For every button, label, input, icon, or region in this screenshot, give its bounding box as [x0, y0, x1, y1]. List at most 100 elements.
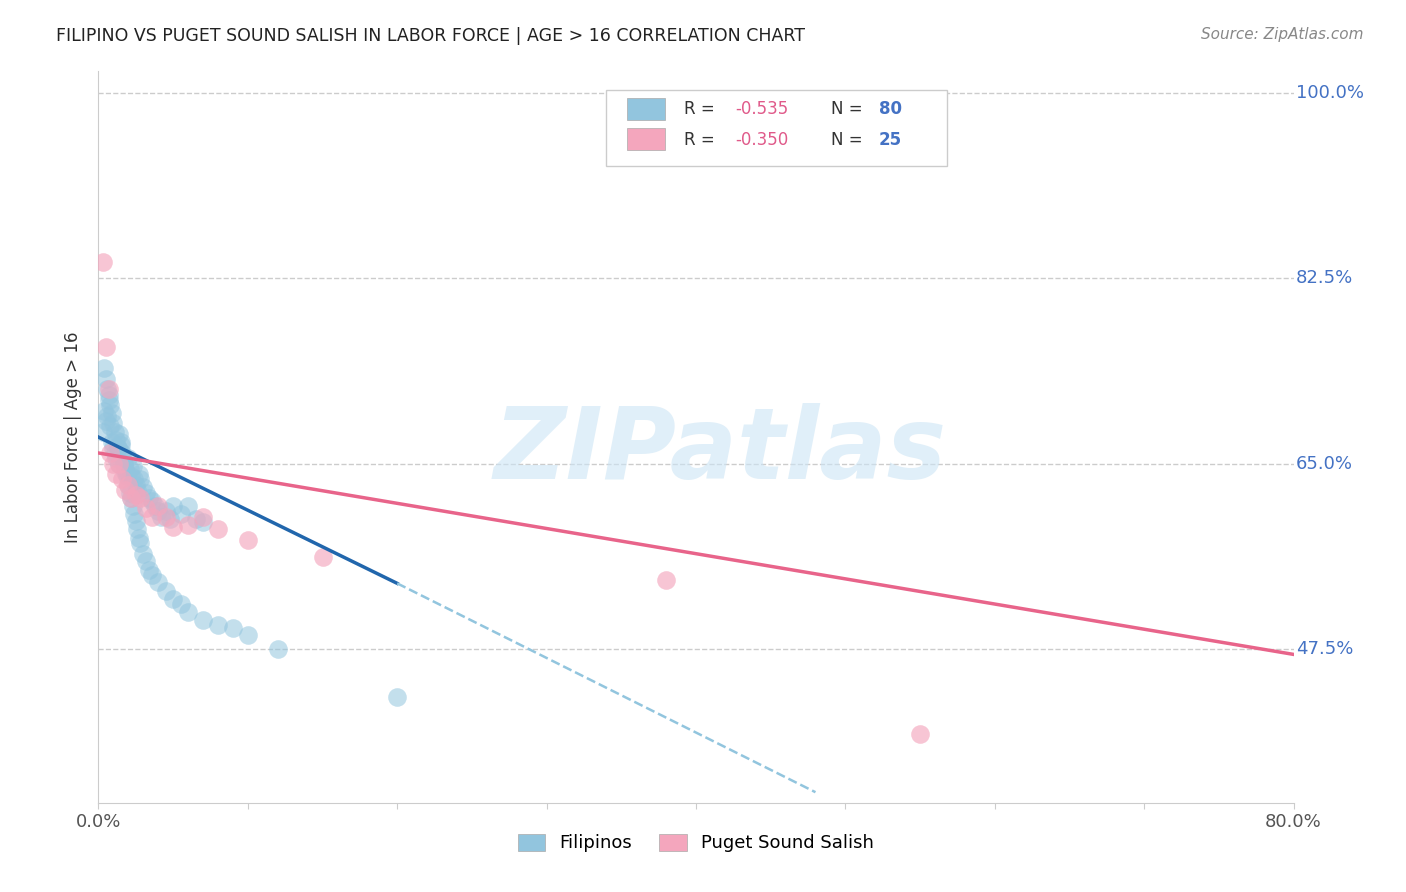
Point — [141, 567, 163, 582]
Point — [143, 499, 166, 513]
Point — [141, 509, 163, 524]
Point — [127, 483, 149, 497]
Point — [117, 477, 139, 491]
Point — [129, 473, 152, 487]
Point — [98, 398, 122, 412]
Point — [91, 425, 114, 439]
Point — [97, 383, 120, 397]
Point — [93, 361, 115, 376]
Point — [111, 446, 134, 460]
Point — [103, 417, 125, 431]
Point — [141, 493, 163, 508]
Text: -0.535: -0.535 — [735, 101, 789, 119]
Point — [135, 554, 157, 568]
Point — [207, 617, 229, 632]
Point — [155, 583, 177, 598]
Point — [96, 409, 118, 423]
Point — [138, 563, 160, 577]
Text: R =: R = — [685, 101, 720, 119]
Point — [655, 573, 678, 587]
Point — [117, 451, 139, 466]
Point — [112, 457, 135, 471]
Point — [135, 486, 157, 500]
Point — [385, 690, 409, 704]
Point — [169, 597, 191, 611]
Point — [129, 536, 152, 550]
Point — [177, 499, 200, 513]
Legend: Filipinos, Puget Sound Salish: Filipinos, Puget Sound Salish — [510, 826, 882, 860]
Point — [148, 499, 170, 513]
Point — [125, 514, 148, 528]
Point — [105, 467, 128, 482]
Point — [236, 533, 259, 547]
Point — [115, 467, 138, 482]
Y-axis label: In Labor Force | Age > 16: In Labor Force | Age > 16 — [63, 331, 82, 543]
Point — [103, 441, 125, 455]
Point — [107, 441, 129, 455]
Point — [91, 255, 114, 269]
Point — [97, 392, 120, 407]
Point — [138, 491, 160, 505]
Text: -0.350: -0.350 — [735, 131, 789, 149]
Point — [108, 457, 131, 471]
Point — [103, 457, 125, 471]
Point — [177, 518, 200, 533]
Point — [101, 435, 124, 450]
Point — [98, 419, 122, 434]
Point — [150, 509, 173, 524]
Point — [108, 426, 131, 441]
Point — [177, 605, 200, 619]
Point — [155, 504, 177, 518]
Point — [121, 499, 143, 513]
Point — [93, 403, 115, 417]
Text: 25: 25 — [879, 131, 901, 149]
Point — [96, 383, 118, 397]
Point — [135, 501, 157, 516]
Point — [118, 486, 141, 500]
Point — [114, 483, 136, 497]
Text: 82.5%: 82.5% — [1296, 269, 1353, 287]
Point — [128, 467, 150, 482]
Point — [159, 512, 181, 526]
Point — [108, 457, 131, 471]
Point — [162, 592, 184, 607]
Point — [114, 462, 136, 476]
Point — [184, 512, 207, 526]
Point — [101, 406, 124, 420]
Point — [125, 477, 148, 491]
Point — [191, 509, 214, 524]
Point — [124, 473, 146, 487]
Bar — [627, 128, 665, 151]
Point — [908, 727, 931, 741]
Point — [114, 465, 136, 479]
Text: FILIPINO VS PUGET SOUND SALISH IN LABOR FORCE | AGE > 16 CORRELATION CHART: FILIPINO VS PUGET SOUND SALISH IN LABOR … — [56, 27, 806, 45]
Point — [148, 504, 170, 518]
Point — [191, 515, 214, 529]
Point — [110, 435, 132, 450]
Text: N =: N = — [831, 131, 868, 149]
Point — [98, 446, 122, 460]
Point — [222, 621, 245, 635]
Point — [105, 434, 128, 448]
Point — [94, 340, 117, 354]
FancyBboxPatch shape — [606, 90, 948, 167]
Point — [132, 547, 155, 561]
Text: 65.0%: 65.0% — [1296, 455, 1353, 473]
Point — [105, 451, 128, 466]
Text: ZIPatlas: ZIPatlas — [494, 403, 946, 500]
Point — [111, 473, 134, 487]
Point — [110, 437, 132, 451]
Point — [97, 387, 120, 401]
Point — [115, 469, 138, 483]
Point — [129, 491, 152, 505]
Point — [117, 477, 139, 491]
Point — [107, 441, 129, 455]
Bar — [627, 98, 665, 120]
Point — [118, 462, 141, 476]
Point — [155, 509, 177, 524]
Point — [148, 575, 170, 590]
Point — [120, 469, 142, 483]
Point — [162, 520, 184, 534]
Point — [124, 508, 146, 522]
Point — [191, 614, 214, 628]
